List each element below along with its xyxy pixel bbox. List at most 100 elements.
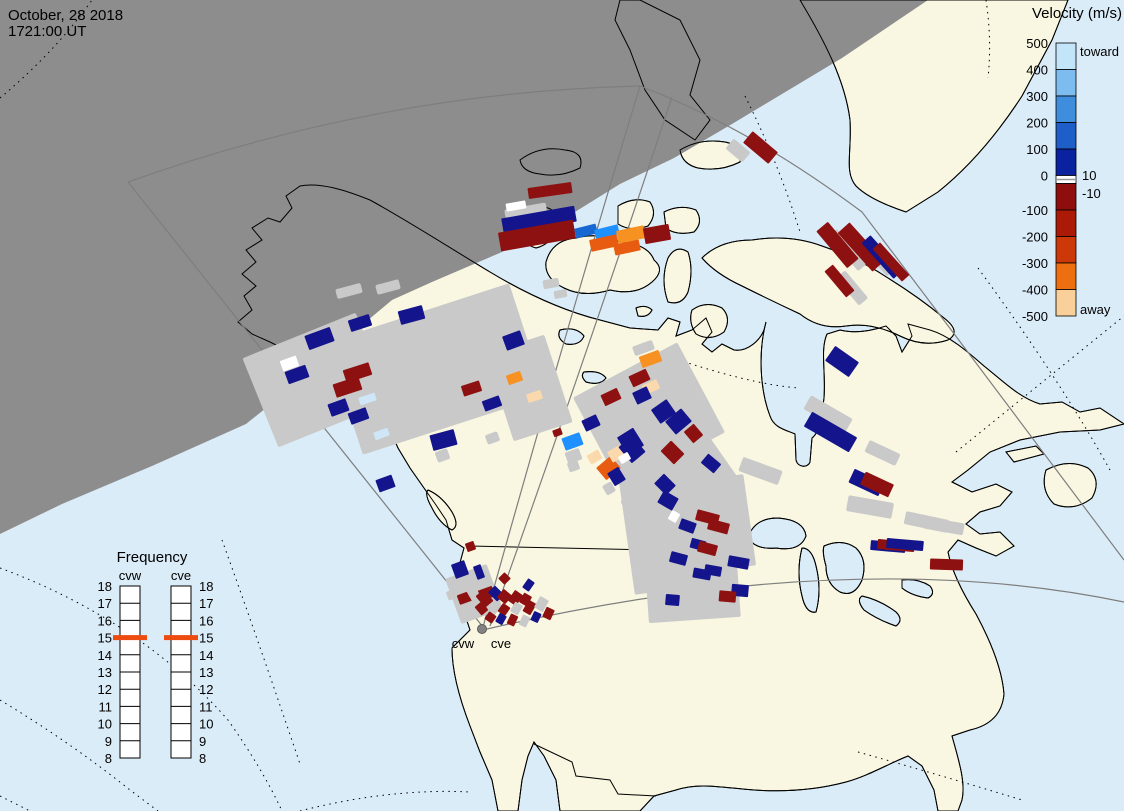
velocity-tile [718, 590, 737, 603]
ground-scatter-patch [485, 335, 573, 441]
velocity-tile [825, 346, 859, 377]
velocity-tile [508, 590, 523, 606]
ground-scatter-patch [553, 289, 568, 299]
velocity-tile [446, 588, 459, 601]
velocity-tile [502, 330, 525, 351]
velocity-tick-label: 500 [1026, 36, 1048, 51]
velocity-tile [618, 436, 646, 463]
frequency-scale-label: 16 [98, 613, 112, 628]
velocity-tile [586, 449, 603, 465]
frequency-scale-label: 8 [199, 751, 206, 766]
velocity-tile [347, 407, 370, 425]
velocity-tile [667, 510, 681, 523]
velocity-tile [594, 224, 620, 240]
velocity-tile [697, 540, 718, 557]
ground-scatter-patch [726, 139, 750, 162]
fov-edge-mid-right [489, 96, 673, 627]
velocity-tile [669, 551, 688, 566]
velocity-tile [561, 432, 584, 451]
ground-scatter-patch [335, 283, 363, 299]
ground-scatter-patch [620, 493, 642, 511]
velocity-tile [484, 611, 497, 624]
velocity-tick-label: 200 [1026, 116, 1048, 131]
velocity-tile [304, 327, 335, 350]
velocity-tile [474, 601, 489, 616]
velocity-tile [456, 591, 473, 605]
velocity-colorbar-segment [1055, 148, 1077, 176]
frequency-scale-label: 9 [105, 734, 112, 749]
velocity-tile [929, 558, 964, 571]
ground-scatter-patch [542, 277, 560, 290]
velocity-tile [596, 456, 621, 480]
velocity-tile [552, 427, 563, 438]
velocity-tile [542, 606, 555, 621]
velocity-tile [279, 355, 300, 372]
away-label: away [1080, 302, 1111, 317]
velocity-tile [327, 398, 350, 417]
velocity-tile [574, 223, 598, 239]
velocity-tile [498, 572, 511, 585]
velocity-tile [581, 414, 601, 432]
velocity-colorbar-segment [1055, 42, 1077, 70]
frequency-scale-label: 13 [199, 665, 213, 680]
velocity-tick-label: 400 [1026, 63, 1048, 78]
frequency-scale-label: 14 [98, 648, 112, 663]
frequency-col-cvw: cvw [119, 568, 142, 583]
velocity-tile [872, 242, 910, 282]
velocity-tile [860, 471, 894, 498]
fov-arc-cvw [127, 85, 641, 183]
velocity-tick-label: 0 [1041, 169, 1048, 184]
velocity-tile [518, 614, 531, 628]
frequency-scale-label: 15 [98, 631, 112, 646]
ground-scatter-patch [564, 448, 583, 464]
date-text: October, 28 2018 [8, 7, 123, 24]
velocity-tile [375, 474, 396, 493]
velocity-tile [616, 225, 646, 244]
frequency-scale-label: 18 [98, 579, 112, 594]
ground-scatter-patch [803, 395, 853, 433]
velocity-colorbar-segment [1055, 289, 1077, 317]
velocity-tile [727, 555, 750, 570]
velocity-tick-label: 100 [1026, 142, 1048, 157]
velocity-colorbar-segment [1055, 262, 1077, 290]
velocity-colorbar-segment [1055, 95, 1077, 123]
velocity-colorbar-segment [1055, 69, 1077, 97]
velocity-colorbar-segment [1055, 183, 1077, 211]
velocity-tile [838, 222, 884, 272]
velocity-tile [678, 518, 697, 534]
velocity-tile [530, 611, 542, 623]
velocity-tile [628, 368, 651, 388]
frequency-scale-label: 16 [199, 613, 213, 628]
velocity-tile [660, 440, 685, 465]
frequency-col-cve: cve [171, 568, 191, 583]
velocity-tile [473, 564, 485, 580]
radar-site-dot [477, 624, 487, 634]
velocity-colorbar-segment [1055, 236, 1077, 264]
velocity-tile [665, 593, 680, 607]
frequency-legend-title: Frequency [117, 549, 188, 566]
frequency-scale-label: 9 [199, 734, 206, 749]
velocity-tile [613, 239, 641, 256]
radar-site-group: cvw cve [452, 624, 511, 651]
toward-label: toward [1080, 44, 1119, 59]
ground-scatter-patch [738, 457, 783, 485]
threshold-pos-label: 10 [1082, 168, 1096, 183]
velocity-tile [510, 601, 523, 616]
velocity-tile [665, 408, 692, 435]
fov-edge-mid-left [482, 85, 641, 628]
velocity-tile [804, 412, 857, 452]
velocity-tile [638, 350, 663, 368]
threshold-neg-label: -10 [1082, 186, 1101, 201]
velocity-tile [886, 537, 924, 552]
velocity-legend-title: Velocity (m/s) [1032, 5, 1122, 22]
velocity-legend: Velocity (m/s) 500 400 300 200 100 0 -100 -200 -… [1022, 5, 1122, 324]
ground-scatter-patch [632, 340, 655, 356]
velocity-tile [497, 603, 511, 616]
velocity-tile [332, 376, 363, 398]
frequency-bars: 18 17 16 15 14 13 12 11 10 9 8 18 17 16 15 14 13 12 11 10 9 8 [98, 579, 214, 766]
ground-scatter-patch [375, 279, 401, 295]
frequency-scale-label: 12 [98, 682, 112, 697]
